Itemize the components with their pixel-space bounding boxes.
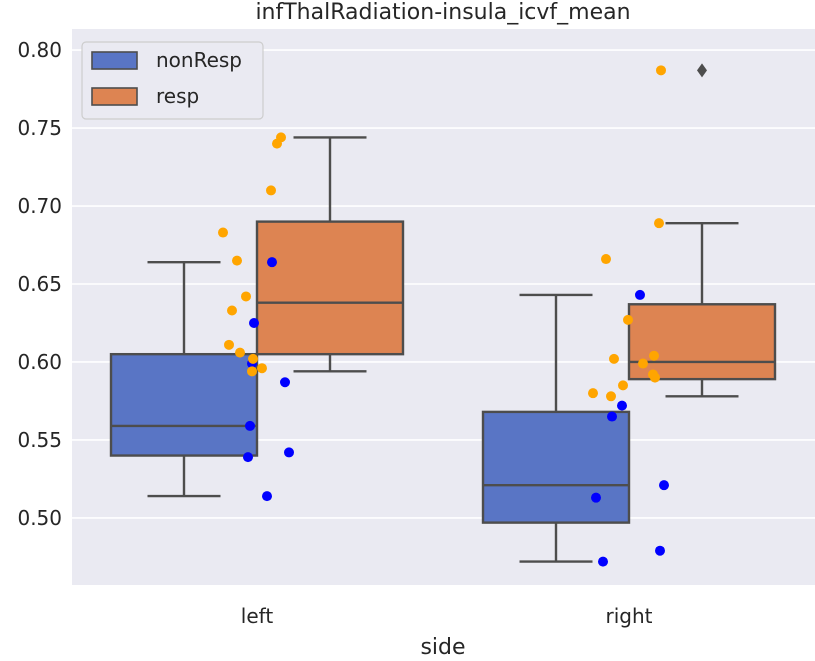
y-tick-label: 0.80 xyxy=(17,38,62,62)
data-point-nonResp xyxy=(655,545,665,556)
data-point-resp xyxy=(650,372,660,383)
box-nonResp-left xyxy=(109,260,259,498)
box-body xyxy=(255,220,405,356)
y-axis-ticks: 0.50 0.55 0.60 0.65 0.70 0.75 0.80 xyxy=(17,38,62,530)
data-point-resp xyxy=(654,218,664,229)
data-point-resp xyxy=(218,227,228,238)
data-point-nonResp xyxy=(607,411,617,422)
outlier-marker xyxy=(697,63,707,78)
boxes xyxy=(109,63,777,563)
box-resp-right xyxy=(627,63,777,398)
data-point-nonResp xyxy=(280,377,290,388)
data-point-resp xyxy=(247,366,257,377)
box-nonResp-right xyxy=(481,293,631,563)
data-point-resp xyxy=(235,347,245,358)
data-point-resp xyxy=(224,339,234,350)
box-body xyxy=(481,410,631,524)
y-tick-label: 0.50 xyxy=(17,506,62,530)
legend-swatch-resp xyxy=(91,87,138,106)
data-point-nonResp xyxy=(598,556,608,567)
data-point-resp xyxy=(609,353,619,364)
legend-label-resp: resp xyxy=(156,84,199,108)
x-tick-label: left xyxy=(241,604,274,628)
y-tick-label: 0.75 xyxy=(17,116,62,140)
legend-label-nonResp: nonResp xyxy=(156,48,242,72)
data-point-resp xyxy=(227,305,237,316)
legend: nonResp resp xyxy=(81,41,264,120)
data-point-resp xyxy=(618,380,628,391)
data-point-resp xyxy=(649,350,659,361)
y-tick-label: 0.70 xyxy=(17,194,62,218)
data-point-resp xyxy=(606,391,616,402)
chart-title: infThalRadiation-insula_icvf_mean xyxy=(255,0,630,25)
data-point-nonResp xyxy=(262,491,272,502)
box-resp-left xyxy=(255,136,405,373)
x-axis-title: side xyxy=(420,635,465,660)
legend-swatch-nonResp xyxy=(91,51,138,70)
data-point-nonResp xyxy=(249,317,259,328)
data-point-resp xyxy=(623,314,633,325)
data-point-nonResp xyxy=(245,420,255,431)
data-point-nonResp xyxy=(591,492,601,503)
data-point-nonResp xyxy=(267,257,277,268)
data-point-resp xyxy=(588,388,598,399)
data-point-resp xyxy=(241,291,251,302)
box-body xyxy=(627,303,777,381)
data-point-resp xyxy=(266,185,276,196)
data-point-nonResp xyxy=(635,289,645,300)
data-point-resp xyxy=(248,353,258,364)
data-point-nonResp xyxy=(284,447,294,458)
data-point-resp xyxy=(656,65,666,76)
data-point-nonResp xyxy=(243,452,253,463)
data-point-resp xyxy=(232,255,242,266)
data-point-resp xyxy=(601,254,611,265)
box-body xyxy=(109,352,259,457)
data-point-nonResp xyxy=(659,480,669,491)
strip-points xyxy=(218,65,669,567)
y-tick-label: 0.55 xyxy=(17,428,62,452)
y-tick-label: 0.65 xyxy=(17,272,62,296)
x-axis-ticks: left right xyxy=(241,604,653,628)
y-tick-label: 0.60 xyxy=(17,350,62,374)
x-tick-label: right xyxy=(606,604,653,628)
data-point-nonResp xyxy=(617,400,627,411)
data-point-resp xyxy=(638,358,648,369)
data-point-resp xyxy=(257,363,267,374)
data-point-resp xyxy=(272,138,282,149)
